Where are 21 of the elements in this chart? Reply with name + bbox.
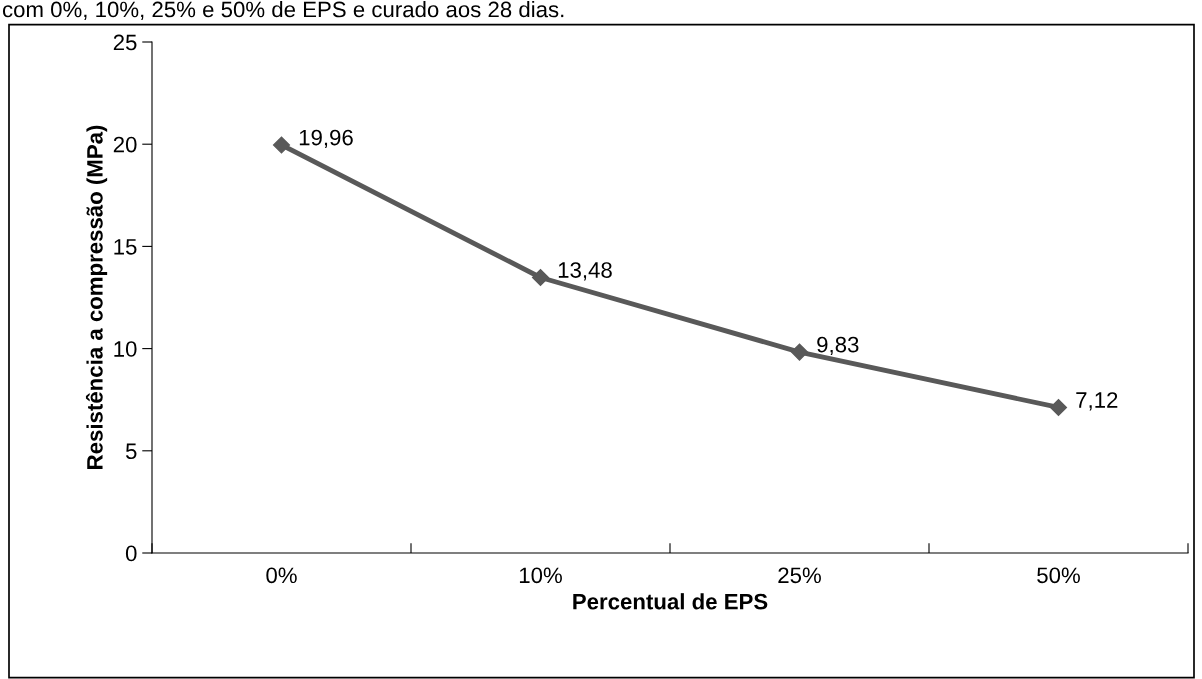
data-label: 19,96 [299,129,353,149]
point [531,268,550,287]
y-tick-label: 15 [114,239,137,255]
point [790,343,809,361]
y-tick-label: 20 [113,136,137,153]
x-tick-label: 50% [1037,567,1080,584]
chart-title: com 0%, 10%, 25% e 50% de EPS e curado aos 28 dias. [2,1,564,20]
x-axis-title: Percentual de EPS [573,593,768,610]
x-tick-label: 25% [778,567,821,584]
y-tick-label: 0 [125,545,137,562]
y-axis-title: Resistência a compressão (MPa) [85,125,108,469]
y-tick-label: 25 [113,34,137,51]
x-tick-label: 0% [266,567,297,584]
point [1049,398,1068,417]
y-tick-label: 5 [125,443,137,460]
data-label: 13,48 [558,262,612,281]
y-tick-label: 10 [114,341,137,357]
x-tick-label: 10% [519,567,562,584]
data-label: 7,12 [1076,392,1118,411]
data-label: 9,83 [817,336,859,356]
point [272,136,291,154]
